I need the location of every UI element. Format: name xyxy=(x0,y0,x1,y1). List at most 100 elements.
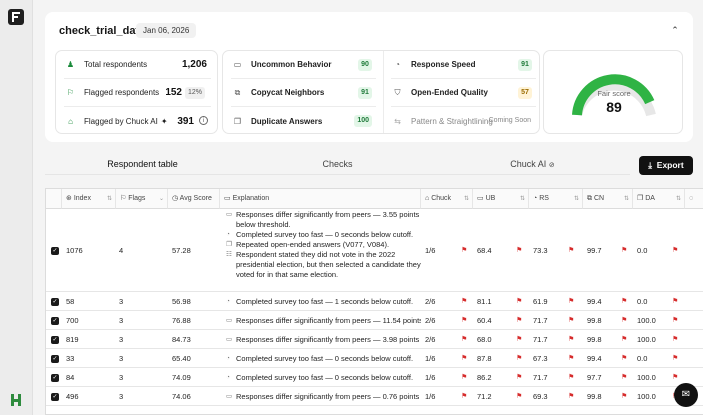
cell-ub: 60.4 xyxy=(477,316,492,325)
tab-chuck-ai[interactable]: Chuck AI ⊘ xyxy=(435,155,630,175)
select-all-header xyxy=(46,189,62,209)
indent xyxy=(226,260,236,270)
cell-ub: 87.8 xyxy=(477,354,492,363)
date-badge: Jan 06, 2026 xyxy=(136,23,197,38)
row-checkbox[interactable]: ✓ xyxy=(51,354,59,363)
row-checkbox[interactable]: ✓ xyxy=(51,297,59,306)
cell-index: 1076 xyxy=(66,246,83,255)
cell-rs: 61.9 xyxy=(533,297,548,306)
metric-badge: 90 xyxy=(358,59,372,71)
document-icon: ▭ xyxy=(233,60,242,69)
check-metrics: ▭ Uncommon Behavior 90 ⧉ Copycat Neighbo… xyxy=(222,50,540,134)
col-da[interactable]: ❐ DA ⇅ xyxy=(633,189,685,209)
cell-index: 496 xyxy=(66,392,79,401)
table-row[interactable]: ✓ 33 3 65.40 1/6 87.8 67.3 99.4 0.0 ⚑ ⚑ ⚑ ⚑ ⚑ ◔ Complet… xyxy=(46,349,703,368)
flagged-respondents-label: Flagged respondents xyxy=(84,88,160,97)
table-row[interactable]: ✓ 58 3 56.98 2/6 81.1 61.9 99.4 0.0 ⚑ ⚑ ⚑ ⚑ ⚑ ◔ Complet… xyxy=(46,292,703,311)
explanation-line: below threshold. xyxy=(226,220,421,230)
robot-icon: ⌂ xyxy=(68,116,73,126)
fair-score-label: Fair score xyxy=(597,89,631,98)
flag-icon: ⚑ xyxy=(621,317,628,324)
flag-icon: ⚑ xyxy=(621,374,628,381)
table-row[interactable]: ✓ 819 3 84.73 2/6 68.0 71.7 99.8 100.0 ⚑ ⚑ ⚑ ⚑ ⚑ ▭ Resp… xyxy=(46,330,703,349)
export-button[interactable]: ⤓ Export xyxy=(639,156,693,175)
copy-icon: ⧉ xyxy=(234,87,241,97)
gauge-chart xyxy=(572,74,656,117)
user-icon: ♟ xyxy=(66,60,75,69)
row-checkbox[interactable]: ✓ xyxy=(51,335,59,344)
table-row[interactable]: ✓ 700 3 76.88 2/6 60.4 71.7 99.8 100.0 ⚑ ⚑ ⚑ ⚑ ⚑ ▭ Resp… xyxy=(46,311,703,330)
metric-copycat-neighbors[interactable]: ⧉ Copycat Neighbors 91 xyxy=(231,79,376,107)
metric-label: Pattern & Straightlining xyxy=(411,116,493,126)
cell-chuck: 1/6 xyxy=(425,373,436,382)
cell-explanation: ▭ Responses differ significantly from pee… xyxy=(226,210,421,280)
col-cn[interactable]: ⧉ CN ⇅ xyxy=(583,189,633,209)
chat-icon[interactable]: ✉ xyxy=(674,383,698,407)
flag-icon: ⚑ xyxy=(621,247,628,254)
col-ub[interactable]: ▭ UB ⇅ xyxy=(473,189,529,209)
robot-icon: ⌂ xyxy=(425,195,430,202)
col-rs[interactable]: ◔ RS ⇅ xyxy=(529,189,583,209)
cell-avg: 84.73 xyxy=(172,335,191,344)
cell-flags: 4 xyxy=(119,246,124,255)
brand-h-icon[interactable] xyxy=(8,392,24,408)
info-icon[interactable]: i xyxy=(199,116,208,125)
indent xyxy=(226,270,236,280)
hash-icon: ⊛ xyxy=(66,195,72,202)
col-index[interactable]: ⊛ Index ⇅ xyxy=(62,189,116,209)
metric-label: Uncommon Behavior xyxy=(251,60,332,69)
metric-response-speed[interactable]: ◔ Response Speed 91 xyxy=(391,51,536,79)
cell-index: 33 xyxy=(66,354,75,363)
col-overflow[interactable]: ◌ xyxy=(685,189,703,209)
cell-index: 84 xyxy=(66,373,75,382)
export-label: Export xyxy=(656,160,684,170)
header-label: Flags xyxy=(128,195,146,202)
cell-avg: 74.09 xyxy=(172,373,191,382)
tab-respondent-table[interactable]: Respondent table xyxy=(45,155,240,175)
cell-explanation: ◔ Completed survey too fast — 0 seconds b… xyxy=(226,373,421,383)
flag-icon: ⚑ xyxy=(621,355,628,362)
divider xyxy=(383,51,384,133)
tab-label: Checks xyxy=(322,159,353,169)
coming-soon-label: Coming Soon xyxy=(488,117,531,124)
sort-icon: ⇅ xyxy=(106,196,112,202)
cell-da: 0.0 xyxy=(637,354,648,363)
document-icon: ▭ xyxy=(224,195,231,202)
sort-icon: ⇅ xyxy=(623,196,629,202)
metric-open-ended-quality[interactable]: ⛉ Open-Ended Quality 57 xyxy=(391,79,536,107)
reason-icon: ▭ xyxy=(226,335,233,343)
header-label: Chuck xyxy=(431,195,452,202)
row-checkbox[interactable]: ✓ xyxy=(51,373,59,382)
col-chuck[interactable]: ⌂ Chuck ⇅ xyxy=(421,189,473,209)
cell-explanation: ◔ Completed survey too fast — 1 seconds b… xyxy=(226,297,421,307)
header-label: Explanation xyxy=(232,195,270,202)
flag-icon: ⚑ xyxy=(461,393,468,400)
stopwatch-icon: ◔ xyxy=(533,195,538,202)
row-checkbox[interactable]: ✓ xyxy=(51,316,59,325)
metric-duplicate-answers[interactable]: ❐ Duplicate Answers 100 xyxy=(231,107,376,135)
col-flags[interactable]: ⚐ Flags ⌄ xyxy=(116,189,168,209)
tab-checks[interactable]: Checks xyxy=(240,155,435,175)
table-row[interactable]: ✓ 84 3 74.09 1/6 86.2 71.7 97.7 100.0 ⚑ ⚑ ⚑ ⚑ ⚑ ◔ Compl… xyxy=(46,368,703,387)
row-checkbox[interactable]: ✓ xyxy=(51,246,59,255)
table-row[interactable]: ✓496374.061/671.269.399.8100.0⚑⚑⚑⚑⚑▭Resp… xyxy=(46,387,703,406)
table-row[interactable]: ✓ 1076 4 57.28 1/6 68.4 73.3 99.7 0.0 ⚑ ⚑ ⚑ ⚑ ⚑ ▭ Respo… xyxy=(46,209,703,292)
col-explanation[interactable]: ▭ Explanation xyxy=(220,189,421,209)
cell-ub: 81.1 xyxy=(477,297,492,306)
row-checkbox[interactable]: ✓ xyxy=(51,392,59,401)
metric-pattern-straightlining: ⇆ Pattern & Straightlining Coming Soon xyxy=(391,107,536,135)
cell-rs: 71.7 xyxy=(533,316,548,325)
explanation-text: Repeated open-ended answers (V077, V084)… xyxy=(236,240,390,249)
flagged-respondents-value: 152 xyxy=(165,87,182,98)
cell-avg: 65.40 xyxy=(172,354,191,363)
app-logo-icon[interactable] xyxy=(8,9,24,25)
flag-icon: ⚐ xyxy=(120,195,127,202)
chevron-up-icon[interactable]: ⌃ xyxy=(671,25,679,35)
metric-label: Duplicate Answers xyxy=(251,116,323,126)
col-avg-score[interactable]: ◷ Avg Score xyxy=(168,189,220,209)
metric-uncommon-behavior[interactable]: ▭ Uncommon Behavior 90 xyxy=(231,51,376,79)
cell-ub: 68.4 xyxy=(477,246,492,255)
explanation-line: ◔ Completed survey too fast — 0 seconds b… xyxy=(226,373,421,383)
flag-icon: ⚑ xyxy=(516,336,523,343)
flag-icon: ⚑ xyxy=(516,247,523,254)
